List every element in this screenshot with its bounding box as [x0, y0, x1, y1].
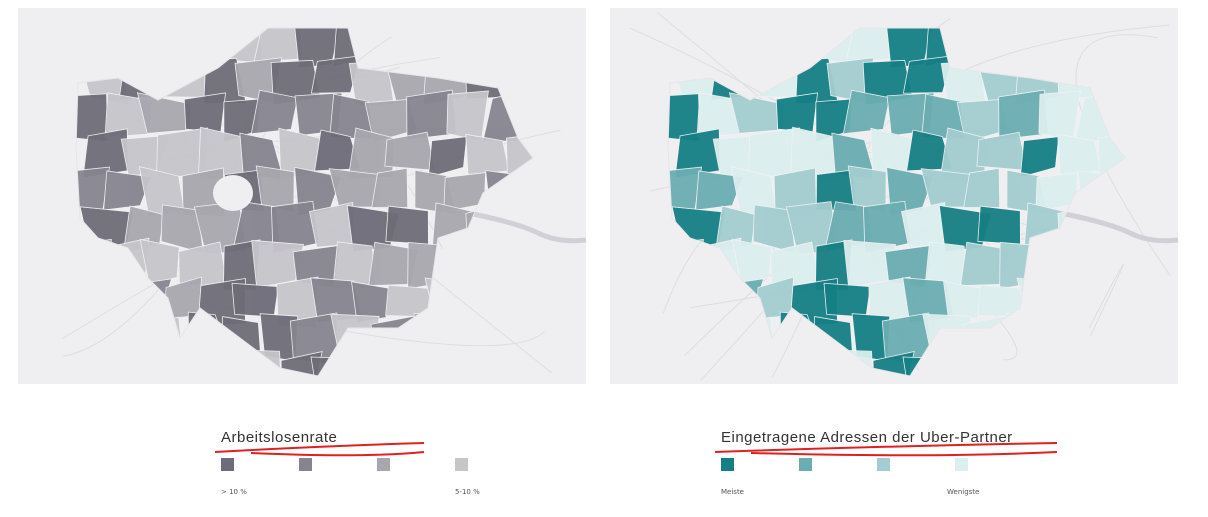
legend-high-label: Wenigste — [947, 488, 979, 496]
river — [467, 210, 587, 244]
legends: Arbeitslosenrate > 10 % 5-10 % Eingetragene… — [214, 429, 1058, 496]
legend-swatch — [721, 458, 734, 471]
borough — [977, 205, 1021, 245]
borough — [1057, 133, 1102, 175]
borough — [775, 92, 819, 133]
legend-swatch — [299, 458, 312, 471]
borough — [250, 89, 299, 135]
borough — [843, 239, 897, 289]
legend-title: Arbeitslosenrate — [221, 429, 337, 446]
legend-swatch — [377, 458, 390, 471]
borough — [823, 282, 871, 318]
legend-low-label: > 10 % — [221, 488, 247, 496]
map-panel — [18, 8, 587, 384]
borough — [310, 55, 362, 94]
borough — [251, 239, 305, 289]
legend-swatch — [955, 458, 968, 471]
legend-low-label: Meiste — [721, 488, 744, 496]
borough — [1019, 136, 1060, 178]
underline — [714, 442, 1058, 457]
borough — [139, 238, 180, 285]
underline — [214, 442, 425, 457]
borough — [103, 170, 152, 211]
legend-title: Eingetragene Adressen der Uber-Partner — [721, 429, 1013, 446]
road — [1075, 34, 1171, 276]
borough — [963, 167, 1001, 208]
borough — [1038, 90, 1081, 142]
borough — [943, 281, 982, 324]
boundary — [75, 27, 534, 377]
legend-swatch — [221, 458, 234, 471]
borough — [231, 282, 279, 318]
borough — [902, 55, 954, 94]
borough — [731, 238, 772, 285]
map-panel — [610, 8, 1179, 384]
borough — [371, 167, 409, 208]
river — [1059, 210, 1179, 244]
legend-swatch — [455, 458, 468, 471]
borough — [385, 205, 429, 245]
boundary — [667, 27, 1126, 377]
road — [1088, 264, 1124, 337]
borough — [446, 90, 489, 142]
legend-swatch — [877, 458, 890, 471]
borough — [427, 136, 468, 178]
borough — [695, 170, 744, 211]
borough — [465, 133, 510, 175]
city-gap — [213, 175, 253, 211]
legend-high-label: 5-10 % — [455, 488, 480, 496]
borough — [183, 92, 227, 133]
borough — [842, 89, 891, 135]
borough — [351, 281, 390, 324]
legend-swatch — [799, 458, 812, 471]
